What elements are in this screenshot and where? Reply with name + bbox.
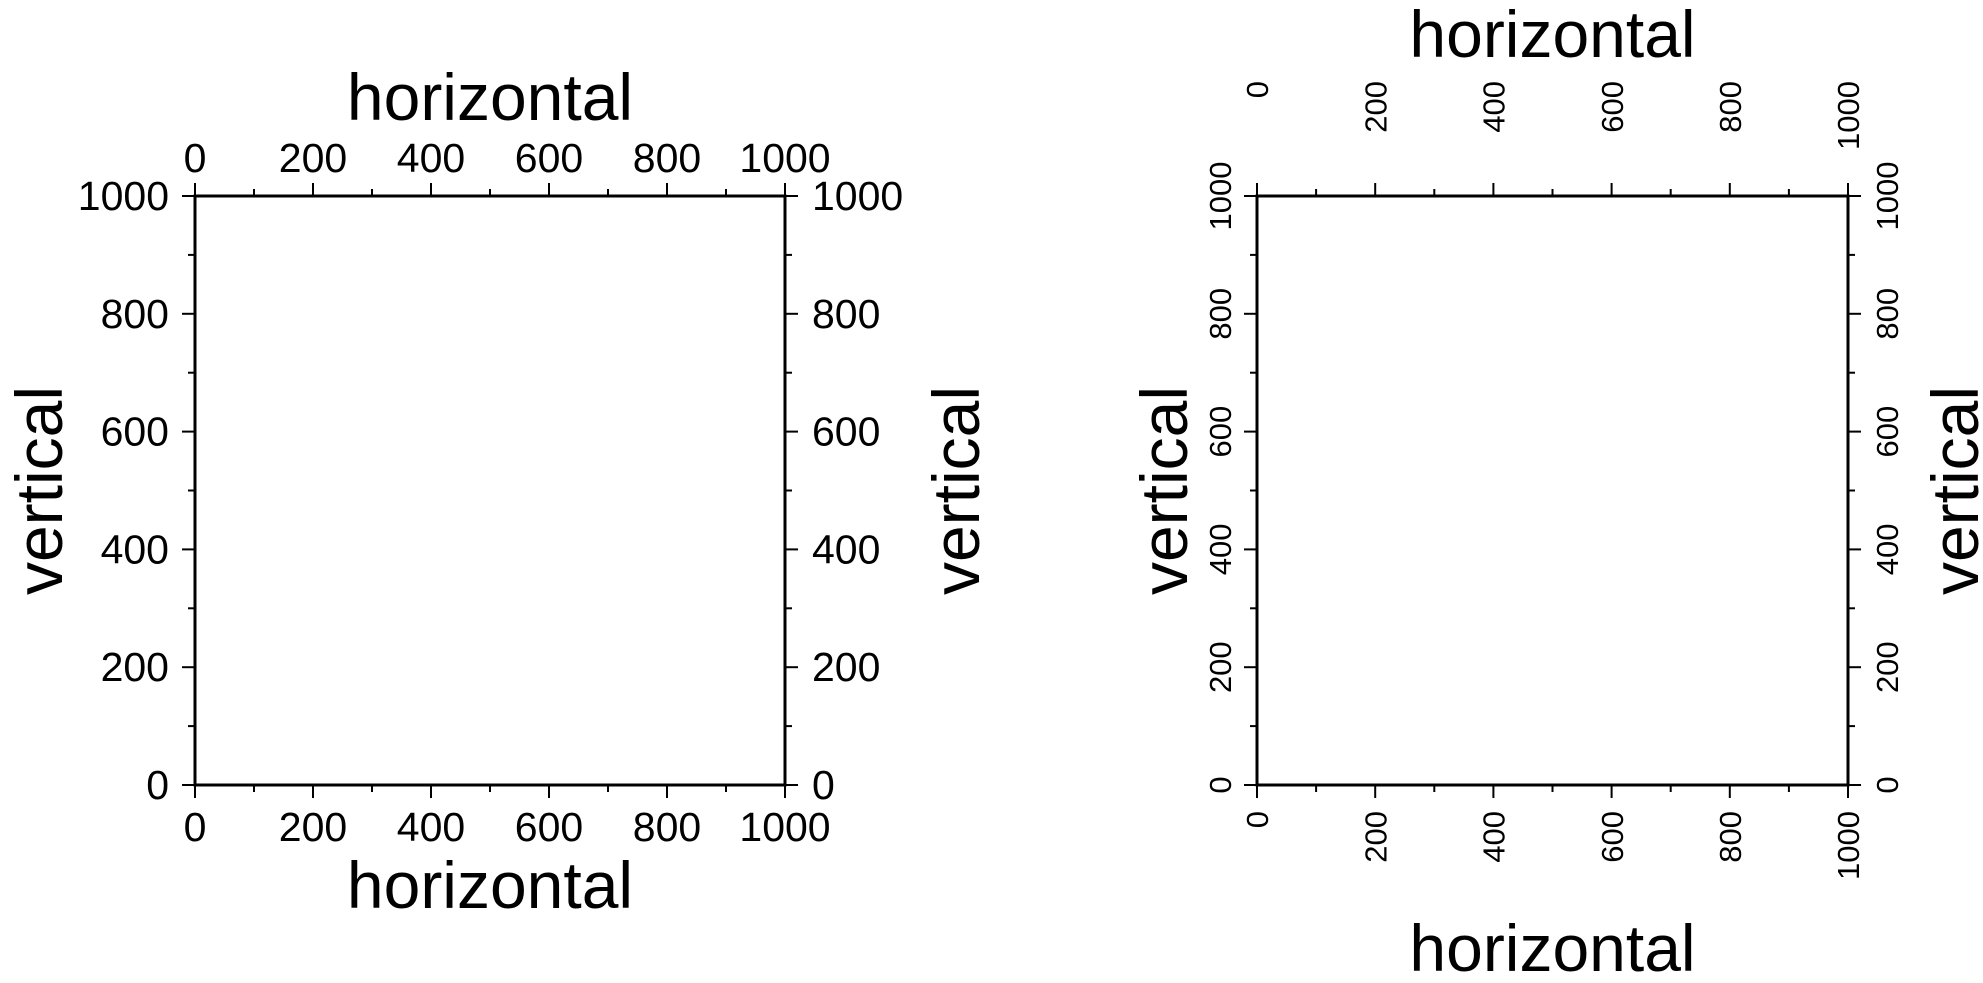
- x-tick-label-top: 600: [1595, 81, 1630, 133]
- y-tick-label-right: 200: [1870, 641, 1905, 693]
- x-axis-title-top: horizontal: [347, 60, 633, 134]
- y-tick-label-left: 800: [101, 291, 169, 337]
- x-tick-label-bottom: 600: [1595, 811, 1630, 863]
- x-tick-label-top: 200: [279, 135, 347, 181]
- y-tick-label-left: 400: [101, 526, 169, 572]
- x-axis-title-bottom: horizontal: [347, 848, 633, 922]
- y-tick-label-left: 0: [1203, 776, 1238, 793]
- y-tick-label-left: 600: [101, 409, 169, 455]
- x-axis-title-bottom: horizontal: [1409, 911, 1695, 983]
- x-tick-label-top: 0: [1240, 81, 1275, 98]
- x-tick-label-bottom: 0: [1240, 811, 1275, 828]
- y-tick-label-left: 200: [101, 644, 169, 690]
- x-tick-label-bottom: 600: [515, 804, 583, 850]
- x-tick-label-bottom: 200: [279, 804, 347, 850]
- y-axis-title-left: vertical: [2, 386, 76, 595]
- x-axis-title-top: horizontal: [1409, 0, 1695, 71]
- x-tick-label-top: 400: [397, 135, 465, 181]
- plot-frame: [1255, 194, 1850, 787]
- x-tick-label-top: 800: [633, 135, 701, 181]
- x-tick-label-bottom: 1000: [1831, 811, 1866, 880]
- y-tick-label-right: 600: [812, 409, 880, 455]
- y-tick-label-right: 800: [812, 291, 880, 337]
- x-tick-label-bottom: 800: [633, 804, 701, 850]
- y-tick-label-right: 400: [812, 526, 880, 572]
- x-tick-label-bottom: 400: [397, 804, 465, 850]
- y-tick-label-right: 400: [1870, 524, 1905, 576]
- x-tick-label-bottom: 400: [1477, 811, 1512, 863]
- y-tick-label-right: 0: [812, 762, 835, 808]
- x-tick-label-bottom: 800: [1713, 811, 1748, 863]
- y-tick-label-left: 1000: [1203, 162, 1238, 231]
- x-tick-label-top: 200: [1358, 81, 1393, 133]
- y-tick-label-left: 600: [1203, 406, 1238, 458]
- x-tick-label-top: 400: [1477, 81, 1512, 133]
- y-axis-title-right: vertical: [1918, 386, 1983, 595]
- x-tick-label-bottom: 200: [1358, 811, 1393, 863]
- y-tick-label-right: 1000: [1870, 162, 1905, 231]
- x-tick-label-top: 600: [515, 135, 583, 181]
- x-tick-label-bottom: 1000: [739, 804, 830, 850]
- x-tick-label-bottom: 0: [184, 804, 207, 850]
- y-tick-label-right: 800: [1870, 288, 1905, 340]
- y-tick-label-left: 800: [1203, 288, 1238, 340]
- y-tick-label-right: 600: [1870, 406, 1905, 458]
- y-axis-title-right: vertical: [919, 386, 993, 595]
- y-tick-label-left: 1000: [78, 173, 169, 219]
- y-tick-label-right: 0: [1870, 776, 1905, 793]
- x-tick-label-top: 1000: [739, 135, 830, 181]
- y-tick-label-right: 200: [812, 644, 880, 690]
- plot-frame: [193, 194, 787, 787]
- y-tick-label-right: 1000: [812, 173, 903, 219]
- y-axis-title-left: vertical: [1127, 386, 1201, 595]
- y-tick-label-left: 200: [1203, 641, 1238, 693]
- y-tick-label-left: 0: [146, 762, 169, 808]
- x-tick-label-top: 1000: [1831, 81, 1866, 150]
- x-tick-label-top: 800: [1713, 81, 1748, 133]
- x-tick-label-top: 0: [184, 135, 207, 181]
- plot-panel-right: 0 0 0 0 200 200 200 200 400 400 400 400 600 600 600 600…: [1127, 0, 1983, 983]
- y-tick-label-left: 400: [1203, 524, 1238, 576]
